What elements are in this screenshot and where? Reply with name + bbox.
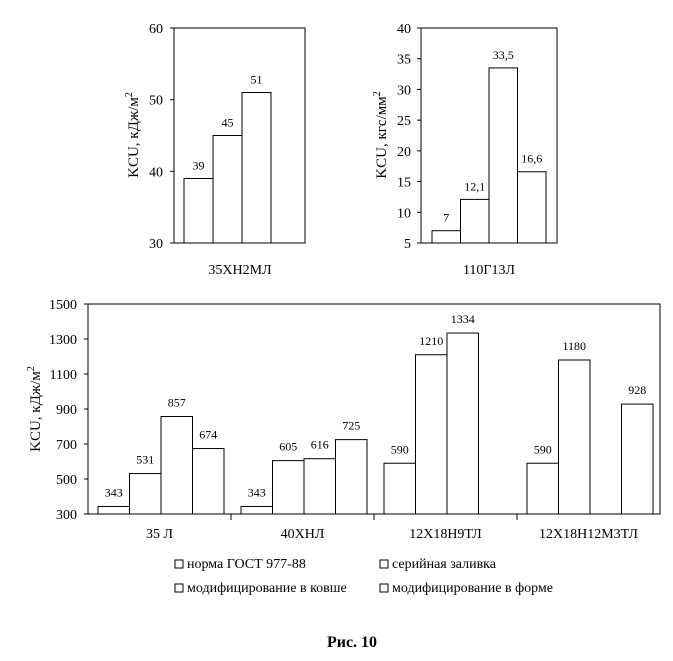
y-tick-label: 60 xyxy=(149,22,163,37)
bar xyxy=(446,332,479,515)
bar xyxy=(212,135,243,244)
data-label: 616 xyxy=(311,438,329,452)
category-label: 12Х18Н9ТЛ xyxy=(409,527,482,542)
bar xyxy=(488,67,518,244)
data-label: 590 xyxy=(534,442,552,456)
bar xyxy=(335,439,368,515)
data-label: 1334 xyxy=(451,312,475,326)
y-tick-label: 25 xyxy=(397,114,411,129)
bar xyxy=(240,505,273,515)
data-label: 725 xyxy=(342,419,360,433)
legend-label: модифицирование в ковше xyxy=(187,581,347,596)
bar xyxy=(241,92,272,244)
y-tick-label: 1300 xyxy=(49,333,77,348)
y-tick-label: 30 xyxy=(149,237,163,252)
category-label: 35 Л xyxy=(146,527,174,542)
y-tick-label: 40 xyxy=(397,22,411,37)
chart-35hn2ml: 30 40 50 60 39 45 51 35ХН2МЛ KCU, кДж/м2 xyxy=(124,22,306,278)
bar xyxy=(383,462,416,515)
y-axis-label: KCU, кДж/м2 xyxy=(124,92,142,178)
data-label: 674 xyxy=(199,428,217,442)
bar xyxy=(183,178,214,244)
y-axis-label: KCU, кДж/м2 xyxy=(26,366,44,452)
bar xyxy=(192,448,225,515)
legend-swatch xyxy=(379,559,389,569)
legend-swatch xyxy=(174,583,184,593)
legend-label: серийная заливка xyxy=(392,557,497,572)
data-label: 343 xyxy=(105,485,123,499)
data-label: 39 xyxy=(193,159,205,173)
bar xyxy=(303,458,336,515)
data-label: 590 xyxy=(391,442,409,456)
data-label: 605 xyxy=(279,440,297,454)
data-label: 1210 xyxy=(419,334,443,348)
y-tick-label: 15 xyxy=(397,176,411,191)
y-axis-label: KCU, кгс/мм2 xyxy=(372,91,390,178)
data-label: 16,6 xyxy=(521,152,542,166)
y-tick-label: 1100 xyxy=(50,368,77,383)
category-label: 110Г13Л xyxy=(463,263,516,278)
y-tick-label: 35 xyxy=(397,53,411,68)
data-label: 33,5 xyxy=(493,48,514,62)
y-tick-label: 700 xyxy=(56,438,77,453)
y-tick-label: 500 xyxy=(56,473,77,488)
bar xyxy=(97,505,130,515)
legend: норма ГОСТ 977-88 серийная заливка модифиц… xyxy=(174,557,553,596)
bar xyxy=(129,473,162,515)
bar xyxy=(621,403,654,515)
y-tick-label: 20 xyxy=(397,145,411,160)
bar xyxy=(431,230,461,244)
bar xyxy=(526,462,559,515)
bar xyxy=(517,171,547,244)
bar xyxy=(272,460,305,515)
category-label: 40ХНЛ xyxy=(281,527,325,542)
category-label: 35ХН2МЛ xyxy=(208,263,272,278)
data-label: 531 xyxy=(136,453,154,467)
category-label: 12Х18Н12М3ТЛ xyxy=(539,527,639,542)
y-tick-label: 30 xyxy=(397,83,411,98)
y-tick-label: 50 xyxy=(149,94,163,109)
bar xyxy=(460,198,490,244)
data-label: 12,1 xyxy=(464,179,485,193)
y-tick-label: 300 xyxy=(56,508,77,523)
data-label: 45 xyxy=(222,116,234,130)
legend-label: модифицирование в форме xyxy=(392,581,553,596)
y-tick-label: 40 xyxy=(149,165,163,180)
bar xyxy=(160,416,193,515)
y-tick-label: 900 xyxy=(56,403,77,418)
chart-main-kcu: 300 500 700 900 1100 1300 1500 343 531 857 674 35 Л… xyxy=(26,298,661,542)
data-label: 7 xyxy=(443,211,449,225)
data-label: 343 xyxy=(248,485,266,499)
y-tick-label: 1500 xyxy=(49,298,77,313)
legend-label: норма ГОСТ 977-88 xyxy=(187,557,306,572)
chart-110g13l: 5 10 15 20 25 30 35 40 7 12,1 33,5 16,6 110Г13Л KCU, … xyxy=(372,22,558,278)
legend-swatch xyxy=(174,559,184,569)
data-label: 857 xyxy=(168,396,186,410)
bar xyxy=(415,354,448,515)
bar xyxy=(558,359,591,515)
data-label: 928 xyxy=(628,383,646,397)
figure-caption: Рис. 10 xyxy=(327,634,377,651)
legend-swatch xyxy=(379,583,389,593)
y-tick-label: 5 xyxy=(404,237,411,252)
y-tick-label: 10 xyxy=(397,206,411,221)
data-label: 51 xyxy=(251,73,263,87)
data-label: 1180 xyxy=(562,339,586,353)
